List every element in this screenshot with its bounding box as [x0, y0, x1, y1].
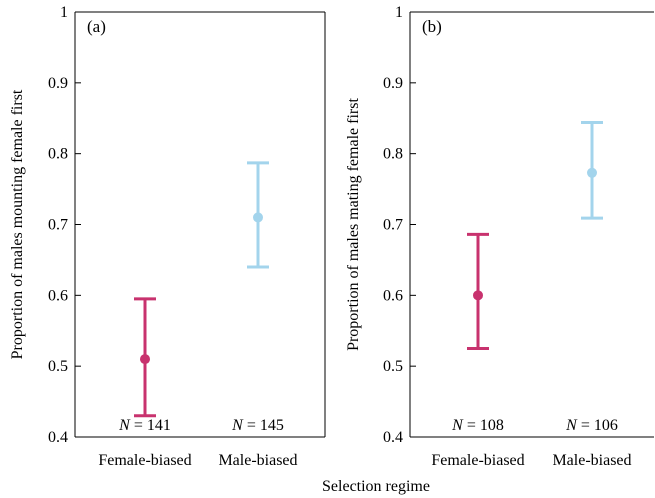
panel-a: 0.4 0.5 0.6 0.7 0.8 0.9 1 Proportion of males m…	[9, 4, 326, 469]
y-tick-label: 0.5	[48, 358, 68, 375]
mean-point	[587, 167, 597, 178]
error-bar-point	[581, 121, 603, 220]
mean-point	[140, 354, 150, 365]
error-bar-point	[247, 161, 269, 269]
x-tick-label: Male-biased	[218, 452, 297, 469]
y-tick-label: 0.7	[48, 217, 68, 234]
x-tick-label: Female-biased	[431, 452, 524, 469]
y-tick-label: 0.6	[48, 287, 68, 304]
panel-label: (a)	[87, 17, 106, 36]
y-tick-label: 1	[395, 4, 403, 21]
y-tick-label: 0.6	[383, 287, 403, 304]
y-tick-label: 0.9	[383, 75, 403, 92]
mean-point	[473, 290, 483, 301]
y-tick-label: 0.4	[48, 429, 68, 446]
sample-size-label: N = 145	[231, 417, 284, 434]
sample-size-label: N = 108	[451, 417, 504, 434]
y-tick-label: 0.4	[383, 429, 403, 446]
error-bar-point	[134, 297, 156, 418]
y-tick-label: 0.8	[48, 146, 68, 163]
y-tick-label: 0.5	[383, 358, 403, 375]
y-tick-label: 1	[60, 4, 68, 21]
y-axis-label: Proportion of males mating female first	[345, 98, 362, 351]
sample-size-label: N = 106	[565, 417, 618, 434]
shared-x-axis-label: Selection regime	[322, 478, 430, 495]
mean-point	[253, 212, 263, 223]
y-tick-label: 0.7	[383, 217, 403, 234]
panel-label: (b)	[422, 17, 442, 36]
sample-size-label: N = 141	[118, 417, 171, 434]
x-tick-label: Male-biased	[552, 452, 631, 469]
y-tick-label: 0.9	[48, 75, 68, 92]
y-axis-label: Proportion of males mounting female firs…	[9, 89, 26, 359]
x-tick-label: Female-biased	[98, 452, 191, 469]
panel-b: 0.4 0.5 0.6 0.7 0.8 0.9 1 Proportion of males m…	[345, 4, 654, 469]
y-tick-label: 0.8	[383, 146, 403, 163]
error-bar-point	[467, 232, 489, 350]
